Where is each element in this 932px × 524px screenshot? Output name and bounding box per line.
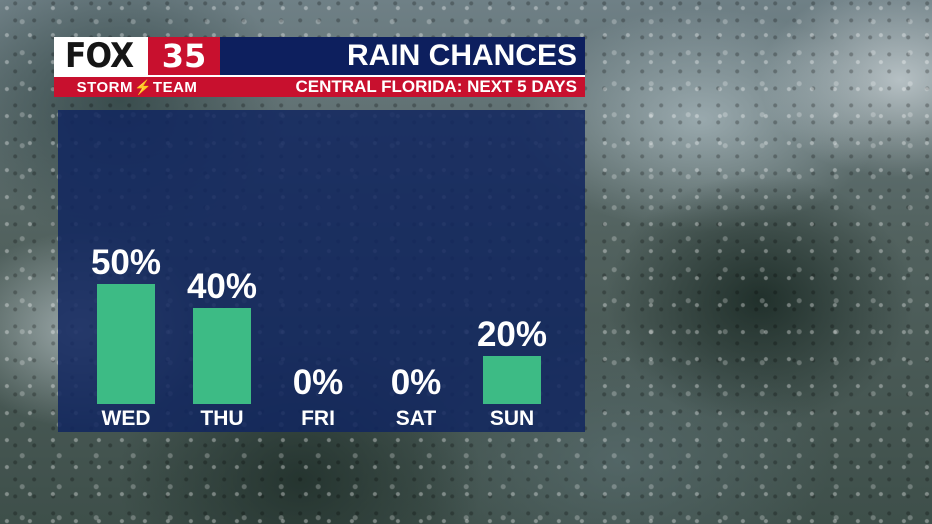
bar-wed [97, 284, 155, 404]
bar-thu [193, 308, 251, 404]
chart-subtitle: CENTRAL FLORIDA: NEXT 5 DAYS [295, 77, 577, 96]
chart-subtitle-bar: CENTRAL FLORIDA: NEXT 5 DAYS [220, 75, 585, 97]
rain-chance-bar-chart: 50% WED 40% THU 0% FRI 0% SAT 20% SUN [91, 243, 547, 430]
storm-team-word-2: TEAM [152, 78, 198, 96]
station-logo: FOX 35 [54, 37, 220, 75]
category-label-sat: SAT [396, 407, 437, 430]
data-label-fri: 0% [293, 363, 344, 402]
chart-title-bar: RAIN CHANCES [220, 37, 585, 75]
storm-team-word-1: STORM [76, 78, 133, 96]
category-label-thu: THU [200, 407, 243, 430]
data-label-sun: 20% [477, 315, 547, 354]
category-label-sun: SUN [490, 407, 534, 430]
chart-panel: 50% WED 40% THU 0% FRI 0% SAT 20% SUN [58, 110, 585, 432]
category-label-wed: WED [102, 407, 151, 430]
logo-fox-text: FOX [65, 36, 134, 76]
storm-team-banner: STORM ⚡ TEAM [54, 75, 220, 97]
category-label-fri: FRI [301, 407, 335, 430]
bar-sun [483, 356, 541, 404]
chart-title: RAIN CHANCES [346, 39, 577, 72]
data-label-sat: 0% [391, 363, 442, 402]
logo-channel-number: 35 [148, 37, 220, 75]
data-label-thu: 40% [187, 267, 257, 306]
data-label-wed: 50% [91, 243, 161, 282]
lightning-bolt-icon: ⚡ [133, 78, 152, 95]
